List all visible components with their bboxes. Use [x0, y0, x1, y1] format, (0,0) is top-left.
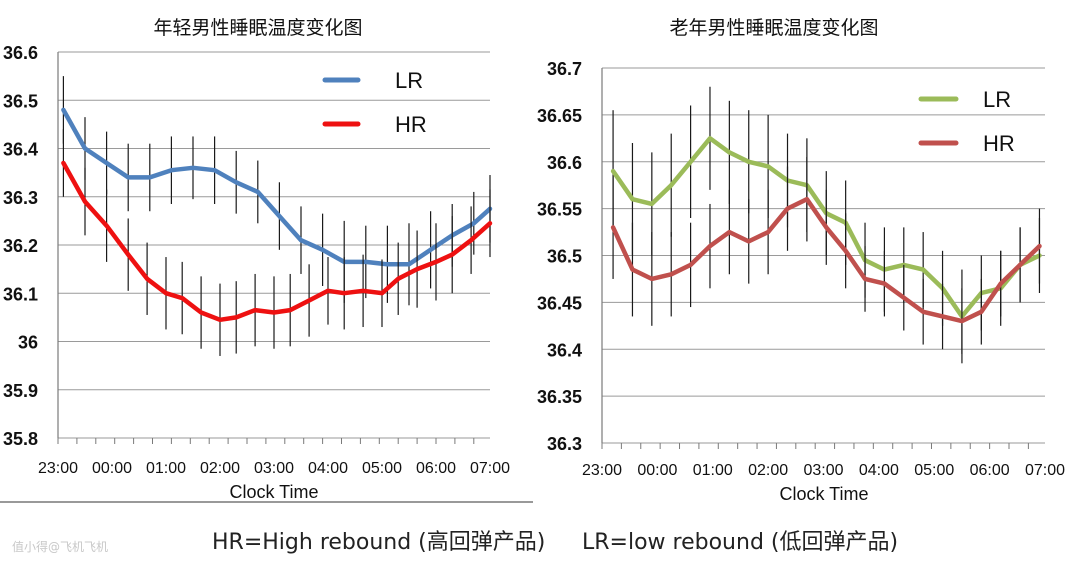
x-tick-label: 07:00	[470, 460, 510, 477]
y-tick-label: 36.3	[547, 434, 582, 454]
series-hr	[610, 157, 1042, 354]
series-lr	[61, 76, 493, 306]
hr-caption: HR=High rebound (高回弹产品)	[212, 530, 546, 555]
x-tick-label: 03:00	[803, 462, 843, 479]
chart-title: 年轻男性睡眠温度变化图	[153, 17, 362, 39]
lr-caption: LR=low rebound (低回弹产品)	[582, 530, 899, 555]
y-tick-label: 36.7	[547, 59, 582, 79]
chart-title: 老年男性睡眠温度变化图	[669, 17, 878, 39]
x-tick-label: 04:00	[859, 462, 899, 479]
y-tick-label: 36.5	[3, 91, 38, 111]
x-tick-label: 06:00	[970, 462, 1010, 479]
y-tick-label: 36.5	[547, 247, 582, 267]
x-tick-label: 04:00	[308, 460, 348, 477]
chart-elderly-men: 老年男性睡眠温度变化图 36.3 36.35 36.4 36.45 36.5 36.55 36…	[537, 17, 1065, 504]
legend-label: HR	[983, 131, 1015, 156]
x-tick-label: 02:00	[748, 462, 788, 479]
y-tick-label: 36.35	[537, 387, 582, 407]
y-tick-label: 35.9	[3, 381, 38, 401]
x-axis-label: Clock Time	[779, 484, 868, 504]
legend-label: LR	[983, 87, 1011, 112]
y-tick-label: 36.55	[537, 200, 582, 220]
chart-young-men: 年轻男性睡眠温度变化图 35.8 35.9 36 36.1 36.2 36.3 36.4 36.…	[0, 17, 533, 503]
watermark-text: 值小得@飞机飞机	[12, 540, 109, 554]
x-tick-label: 01:00	[693, 462, 733, 479]
x-tick-label: 02:00	[200, 460, 240, 477]
x-tick-label: 06:00	[416, 460, 456, 477]
x-tick-label: 01:00	[146, 460, 186, 477]
y-tick-label: 36.6	[547, 153, 582, 173]
legend-item-hr: HR	[322, 112, 427, 137]
legend-item-lr: LR	[322, 68, 423, 93]
x-tick-label: 05:00	[914, 462, 954, 479]
legend-label: HR	[395, 112, 427, 137]
x-tick-label: 00:00	[637, 462, 677, 479]
series-line-hr	[61, 160, 493, 323]
y-tick-label: 36.4	[3, 140, 38, 160]
x-axis-label: Clock Time	[229, 482, 318, 502]
legend-item-lr: LR	[918, 87, 1011, 112]
y-tick-label: 36.4	[547, 340, 582, 360]
y-tick-label: 36.1	[3, 284, 38, 304]
series-hr	[61, 129, 493, 356]
y-tick-label: 35.8	[3, 429, 38, 449]
legend-label: LR	[395, 68, 423, 93]
x-tick-label: 00:00	[92, 460, 132, 477]
y-tick-label: 36.6	[3, 43, 38, 63]
x-tick-label: 07:00	[1025, 462, 1065, 479]
legend-item-hr: HR	[918, 131, 1015, 156]
y-tick-label: 36.3	[3, 188, 38, 208]
x-tick-label: 03:00	[254, 460, 294, 477]
x-tick-label: 23:00	[38, 460, 78, 477]
x-tick-label: 23:00	[582, 462, 622, 479]
y-tick-label: 36.45	[537, 293, 582, 313]
y-tick-label: 36	[18, 333, 38, 353]
y-tick-label: 36.2	[3, 236, 38, 256]
x-tick-label: 05:00	[362, 460, 402, 477]
y-tick-label: 36.65	[537, 106, 582, 126]
